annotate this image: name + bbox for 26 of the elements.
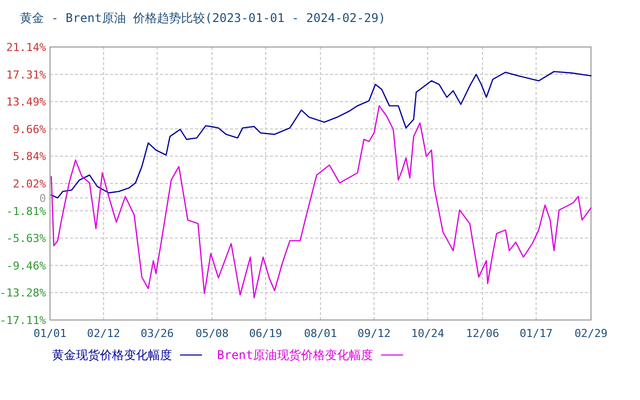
y-tick-label: 9.66%: [12, 122, 46, 136]
y-tick-label: -9.46%: [6, 259, 46, 272]
x-tick-label: 02/12: [87, 327, 120, 340]
x-tick-label: 01/17: [520, 327, 553, 340]
y-tick-label: -1.81%: [6, 204, 46, 218]
x-tick-label: 01/01: [33, 327, 67, 340]
x-tick-label: 06/19: [249, 327, 282, 340]
y-tick-label: 13.49%: [6, 96, 46, 109]
y-tick-label: 2.02%: [12, 177, 46, 190]
y-tick-label: 21.14%: [6, 41, 46, 54]
legend-label: 黄金现货价格变化幅度: [52, 348, 172, 362]
chart-title: 黄金 - Brent原油 价格趋势比较(2023-01-01 - 2024-02-29): [20, 11, 386, 25]
y-tick-label: -13.28%: [0, 286, 46, 300]
y-tick-label: -5.63%: [6, 232, 46, 246]
y-tick-label: -17.11%: [0, 314, 46, 327]
x-tick-label: 12/06: [466, 327, 500, 340]
x-tick-label: 03/26: [140, 327, 174, 340]
x-tick-label: 08/01: [304, 327, 338, 340]
y-tick-label: 17.31%: [6, 68, 46, 82]
y-tick-label: 5.84%: [12, 150, 46, 164]
legend-label: Brent原油现货价格变化幅度: [217, 348, 374, 362]
x-tick-label: 05/08: [195, 327, 229, 340]
y-tick-label: 0: [39, 192, 46, 205]
x-tick-label: 02/29: [574, 327, 608, 340]
x-tick-label: 09/12: [358, 327, 391, 340]
x-tick-label: 10/24: [411, 327, 445, 340]
